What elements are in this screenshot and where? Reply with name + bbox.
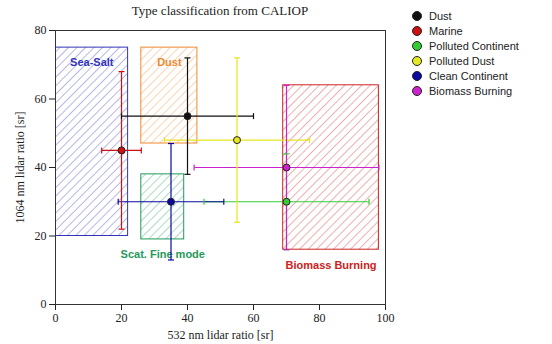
- html-text:Marine: Marine: [429, 24, 463, 37]
- svg-text:40: 40: [182, 311, 194, 325]
- html-text:Polluted Dust: Polluted Dust: [429, 54, 495, 67]
- svg-text:80: 80: [314, 311, 326, 325]
- svg-text:0: 0: [53, 311, 59, 325]
- svg-text:Scat. Fine mode: Scat. Fine mode: [121, 248, 205, 260]
- svg-text:0: 0: [41, 297, 47, 311]
- svg-text:80: 80: [35, 23, 47, 37]
- html-text:Dust: Dust: [429, 9, 452, 22]
- svg-text:Biomass Burning: Biomass Burning: [286, 259, 377, 271]
- svg-text:20: 20: [116, 311, 128, 325]
- html-text:Type classification from CALIO: Type classification from CALIOP: [131, 3, 309, 18]
- html-text:Polluted Continent: Polluted Continent: [429, 39, 519, 52]
- svg-text:60: 60: [35, 92, 47, 106]
- svg-text:Sea-Salt: Sea-Salt: [70, 56, 114, 68]
- svg-text:60: 60: [248, 311, 260, 325]
- svg-text:Dust: Dust: [157, 56, 182, 68]
- svg-text:20: 20: [35, 229, 47, 243]
- html-text:Clean Continent: Clean Continent: [429, 69, 508, 82]
- html-text:Biomass Burning: Biomass Burning: [429, 84, 513, 97]
- svg-text:40: 40: [35, 160, 47, 174]
- svg-text:100: 100: [377, 311, 395, 325]
- svg-text:1064 nm lidar ratio [sr]: 1064 nm lidar ratio [sr]: [13, 112, 27, 224]
- svg-text:532 nm lidar ratio [sr]: 532 nm lidar ratio [sr]: [168, 328, 274, 342]
